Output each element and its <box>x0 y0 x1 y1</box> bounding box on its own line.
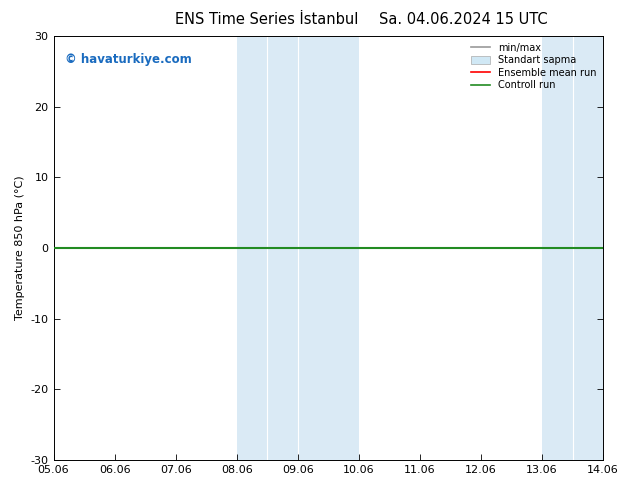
Bar <box>236 36 359 460</box>
Y-axis label: Temperature 850 hPa (°C): Temperature 850 hPa (°C) <box>15 176 25 320</box>
Legend: min/max, Standart sapma, Ensemble mean run, Controll run: min/max, Standart sapma, Ensemble mean r… <box>469 41 598 92</box>
Text: ENS Time Series İstanbul: ENS Time Series İstanbul <box>174 12 358 27</box>
Bar <box>542 36 621 460</box>
Text: © havaturkiye.com: © havaturkiye.com <box>65 53 191 66</box>
Text: Sa. 04.06.2024 15 UTC: Sa. 04.06.2024 15 UTC <box>378 12 547 27</box>
